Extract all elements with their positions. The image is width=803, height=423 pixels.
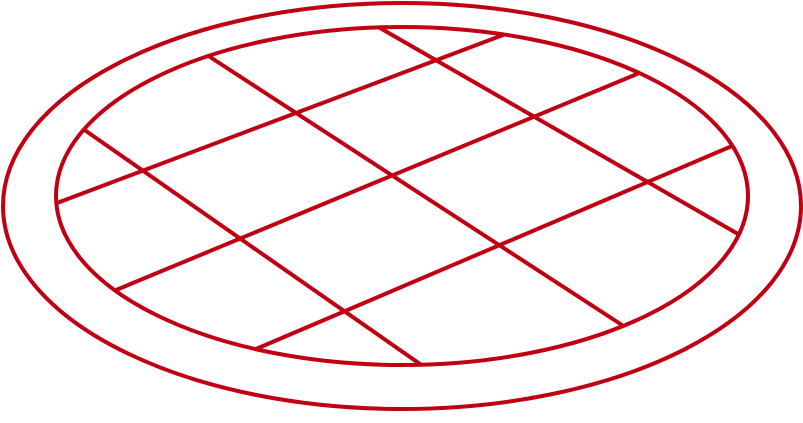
lattice-strip — [254, 144, 734, 351]
lattice-strip — [378, 26, 740, 236]
pie-drawing — [1, 1, 803, 411]
inner-crust-rim — [54, 25, 750, 367]
outer-crust-rim — [1, 1, 803, 411]
lattice-strip — [55, 33, 505, 205]
lattice-strip — [208, 55, 624, 327]
lattice-strip — [84, 129, 422, 366]
lattice-strip — [114, 72, 639, 292]
